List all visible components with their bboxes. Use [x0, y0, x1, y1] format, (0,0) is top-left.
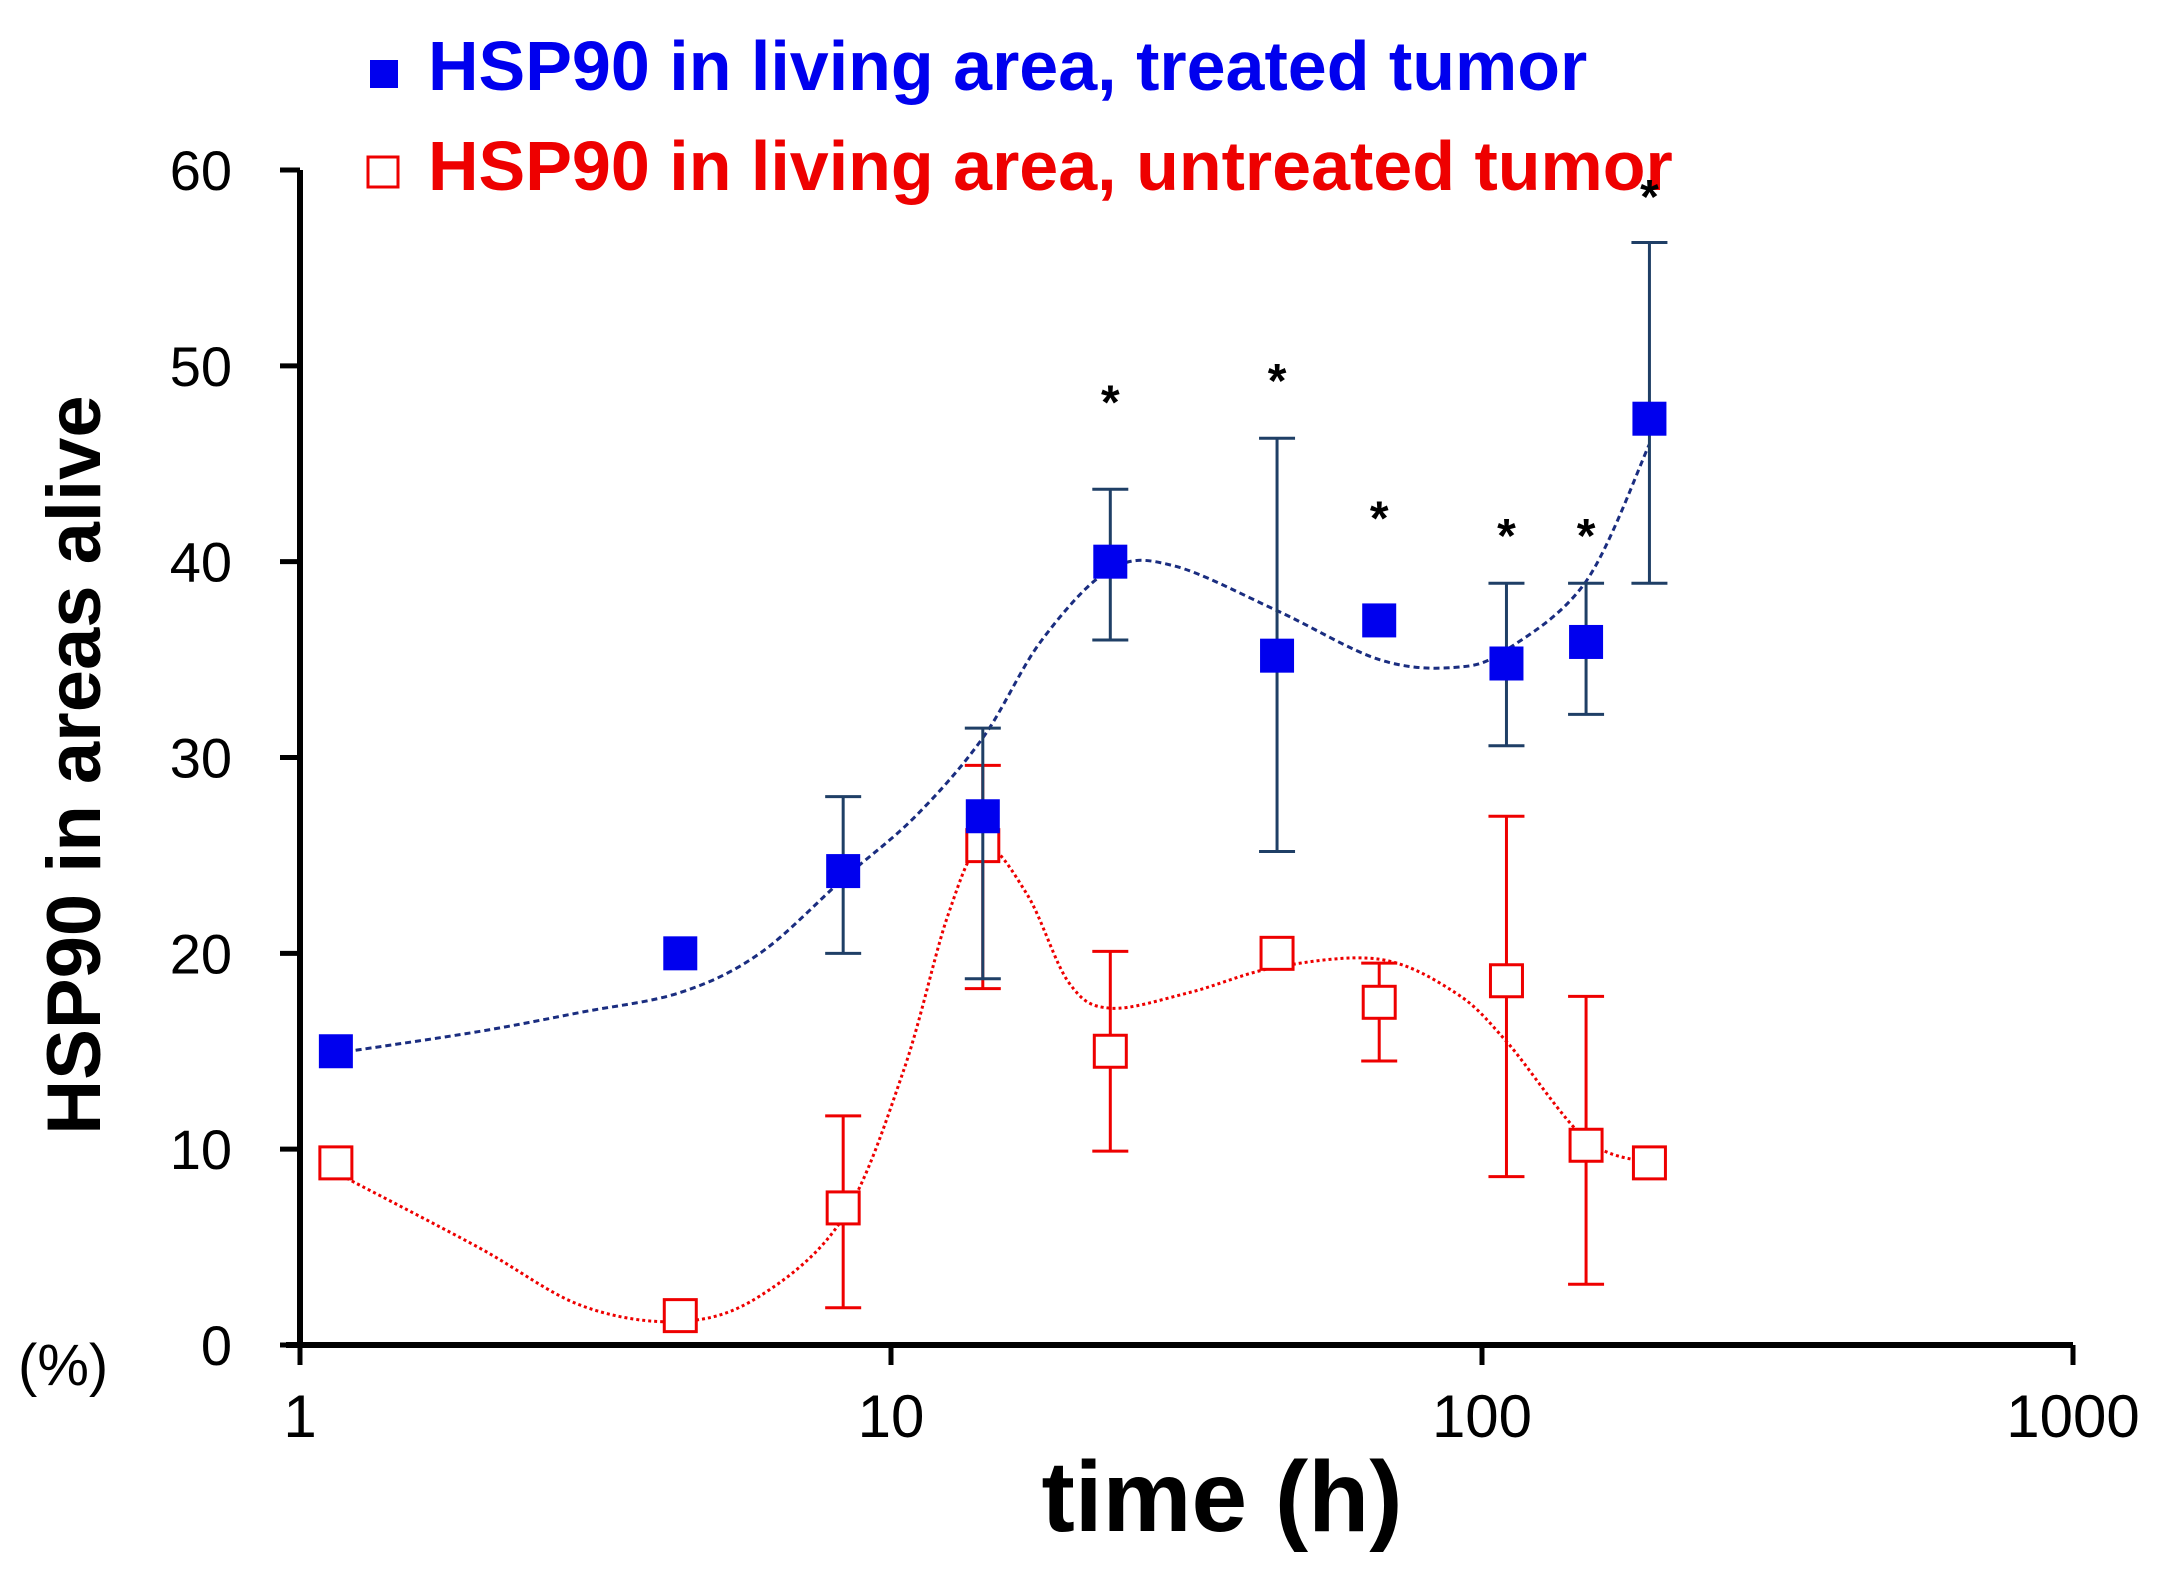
data-point-untreated: [1631, 1145, 1667, 1181]
data-point-treated: [1093, 544, 1128, 579]
x-ticks: 1 10 100 1000: [283, 1345, 2140, 1450]
data-point-untreated: [1568, 1127, 1604, 1163]
y-tick-label: 20: [170, 922, 232, 985]
legend-label-untreated: HSP90 in living area, untreated tumor: [428, 127, 1673, 205]
data-point-treated: [318, 1034, 353, 1069]
data-point-untreated: [318, 1145, 354, 1181]
data-point-untreated: [1259, 935, 1295, 971]
y-tick-label: 30: [170, 727, 232, 790]
significance-star: *: [1370, 492, 1389, 545]
x-tick-label: 100: [1432, 1383, 1532, 1450]
y-axis-unit: (%): [18, 1333, 108, 1398]
significance-star: *: [1101, 377, 1120, 430]
data-point-treated: [663, 936, 698, 971]
error-bar-treated: [964, 726, 1001, 981]
data-point-treated: [1489, 646, 1524, 681]
significance-star: *: [1497, 510, 1516, 563]
y-tick-label: 50: [170, 335, 232, 398]
x-tick-label: 1000: [2006, 1383, 2139, 1450]
y-ticks: 0 10 20 30 40 50 60: [170, 139, 300, 1377]
series-treated: [318, 240, 1668, 1069]
series-untreated: [318, 763, 1667, 1334]
significance-star: *: [1268, 355, 1287, 408]
y-tick-label: 0: [201, 1314, 232, 1377]
data-point-untreated: [1092, 1033, 1128, 1069]
legend-marker-untreated: [366, 155, 400, 189]
data-point-untreated: [825, 1190, 861, 1226]
y-tick-label: 40: [170, 531, 232, 594]
significance-star: *: [1577, 510, 1596, 563]
y-axis-title: HSP90 in areas alive: [32, 395, 117, 1134]
significance-annotations: * * * * * *: [1101, 171, 1659, 563]
data-point-treated: [1632, 401, 1667, 436]
data-point-treated: [965, 799, 1000, 834]
data-point-treated: [1569, 624, 1604, 659]
data-point-treated: [1260, 638, 1295, 673]
y-tick-label: 60: [170, 139, 232, 202]
data-point-treated: [826, 854, 861, 889]
data-point-treated: [1362, 603, 1397, 638]
x-tick-label: 1: [283, 1383, 316, 1450]
data-point-untreated: [1361, 984, 1397, 1020]
trend-line-untreated: [335, 844, 1650, 1324]
data-point-untreated: [1488, 963, 1524, 999]
data-point-untreated: [662, 1298, 698, 1334]
y-tick-label: 10: [170, 1118, 232, 1181]
legend-marker-treated: [370, 60, 398, 88]
legend-label-treated: HSP90 in living area, treated tumor: [428, 27, 1587, 105]
x-tick-label: 10: [858, 1383, 925, 1450]
trend-line-treated: [335, 443, 1651, 1055]
significance-star: *: [1640, 171, 1659, 224]
plot-area: [318, 240, 1668, 1334]
x-axis-title: time (h): [1041, 1441, 1402, 1553]
legend: HSP90 in living area, treated tumor HSP9…: [366, 27, 1673, 205]
